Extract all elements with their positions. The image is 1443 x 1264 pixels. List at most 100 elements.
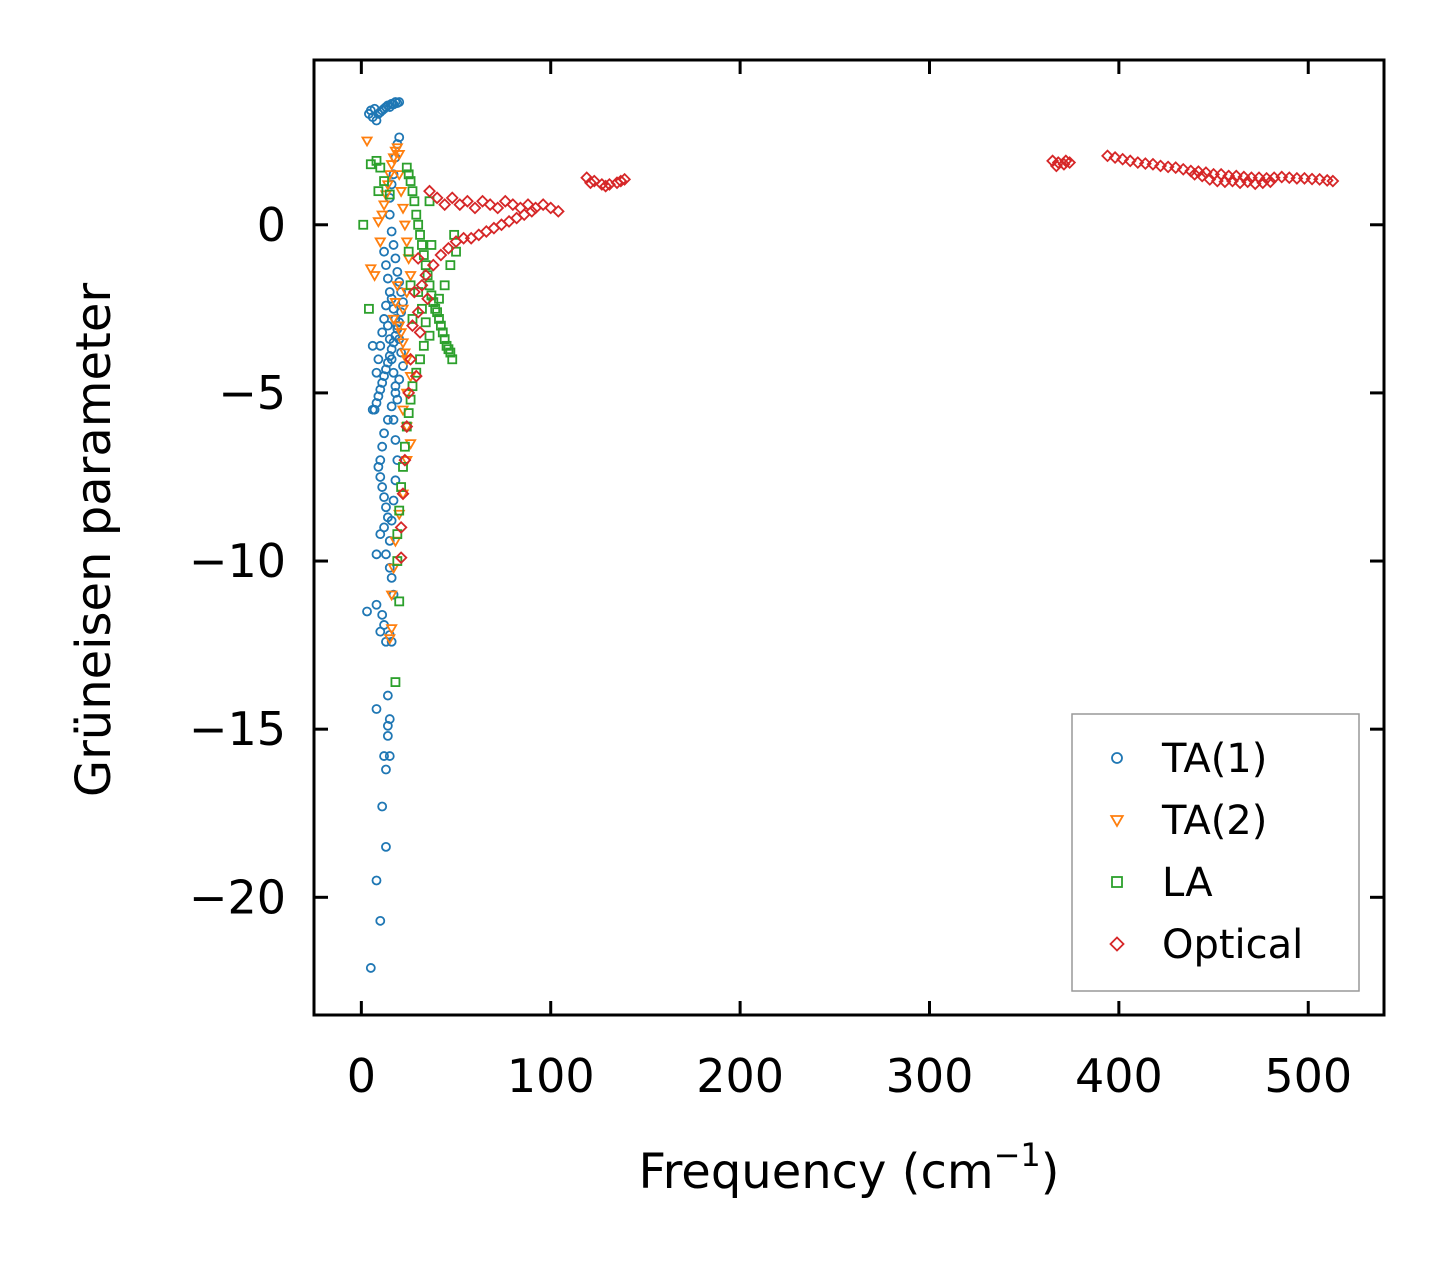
point-la	[411, 367, 422, 378]
point-optical	[1226, 174, 1239, 188]
point-la	[384, 189, 395, 200]
point-optical	[426, 258, 440, 272]
point-optical	[1138, 157, 1152, 171]
point-optical	[1057, 157, 1071, 171]
point-optical	[1210, 174, 1224, 188]
point-optical	[476, 194, 490, 208]
point-ta-2	[385, 160, 398, 171]
point-ta-1	[371, 367, 382, 378]
point-ta-2	[400, 355, 413, 366]
point-la	[375, 162, 386, 173]
point-optical	[1326, 174, 1340, 188]
y-axis-label: Grüneisen parameter	[66, 283, 122, 798]
point-ta-2	[374, 237, 387, 249]
y-tick-label: −15	[189, 702, 286, 756]
point-ta-2	[404, 271, 417, 282]
y-tick-label: −10	[189, 534, 286, 588]
point-ta-2	[377, 200, 391, 212]
point-optical	[460, 194, 474, 208]
point-optical	[400, 420, 414, 434]
point-ta-2	[387, 153, 400, 165]
point-ta-2	[396, 338, 410, 350]
y-tick-label: 0	[257, 198, 286, 252]
point-ta-1	[381, 300, 391, 311]
point-optical	[1188, 167, 1202, 181]
point-ta-2	[394, 328, 408, 339]
point-optical	[411, 251, 425, 265]
point-optical	[415, 278, 429, 292]
point-ta-1	[388, 414, 399, 425]
point-optical	[1049, 159, 1063, 173]
point-ta-1	[384, 287, 395, 297]
point-ta-2	[398, 220, 412, 232]
point-ta-1	[392, 455, 403, 466]
point-la	[401, 162, 412, 173]
legend-label-ta-2: TA(2)	[1161, 798, 1267, 844]
point-la	[418, 340, 429, 351]
point-ta-1	[375, 915, 386, 926]
point-optical	[1297, 171, 1311, 185]
point-optical	[587, 174, 601, 188]
point-ta-1	[377, 441, 388, 452]
point-optical	[506, 198, 520, 212]
point-optical	[483, 198, 497, 212]
legend-label-optical: Optical	[1162, 922, 1303, 968]
point-la	[447, 354, 458, 365]
point-optical	[584, 176, 597, 190]
scatter-points	[358, 97, 1340, 973]
point-optical	[441, 241, 455, 255]
point-optical	[1123, 154, 1137, 168]
point-optical	[421, 292, 435, 306]
legend-marker-optical	[1109, 936, 1125, 952]
point-la	[439, 334, 450, 345]
point-ta-1	[371, 704, 382, 714]
point-la	[432, 307, 442, 318]
point-optical	[1116, 152, 1130, 166]
point-la	[445, 347, 456, 358]
point-la	[415, 229, 425, 240]
point-la	[407, 314, 418, 324]
point-ta-1	[377, 482, 388, 492]
point-optical	[618, 172, 632, 186]
point-ta-1	[375, 626, 386, 637]
point-la	[424, 280, 435, 291]
point-la	[435, 320, 446, 331]
x-tick-label: 200	[696, 1049, 784, 1103]
point-optical	[1146, 157, 1160, 171]
point-la	[437, 327, 448, 338]
point-la	[358, 219, 369, 230]
point-optical	[394, 520, 408, 534]
point-ta-2	[391, 143, 404, 155]
point-optical	[1241, 175, 1255, 189]
point-la	[394, 505, 405, 516]
legend-label-la: LA	[1162, 860, 1213, 906]
point-la	[405, 176, 416, 186]
point-ta-2	[393, 170, 406, 181]
point-ta-1	[396, 307, 407, 318]
point-ta-1	[377, 609, 388, 620]
point-optical	[402, 386, 416, 400]
point-ta-1	[379, 751, 389, 761]
point-la	[434, 293, 444, 304]
point-optical	[423, 184, 436, 198]
point-ta-1	[371, 875, 382, 886]
point-ta-2	[383, 170, 396, 181]
point-optical	[413, 325, 427, 339]
point-ta-1	[384, 751, 395, 761]
point-ta-1	[382, 414, 393, 425]
axis-ticks: 0 100 200 300 400 500 0 −5 −10 −15 −20	[189, 60, 1384, 1103]
legend: TA(1) TA(2) LA Optical	[1071, 713, 1360, 992]
point-ta-1	[381, 549, 391, 560]
point-ta-1	[392, 394, 403, 405]
point-la	[407, 186, 418, 197]
point-ta-2	[364, 264, 377, 276]
x-axis-label-superscript: −1	[994, 1136, 1041, 1174]
point-ta-1	[390, 381, 401, 392]
legend-marker-ta-1	[1111, 752, 1123, 764]
point-ta-2	[376, 210, 389, 222]
point-optical	[544, 201, 558, 215]
point-ta-1	[382, 273, 393, 284]
point-la	[409, 196, 420, 207]
point-ta-1	[365, 963, 376, 973]
